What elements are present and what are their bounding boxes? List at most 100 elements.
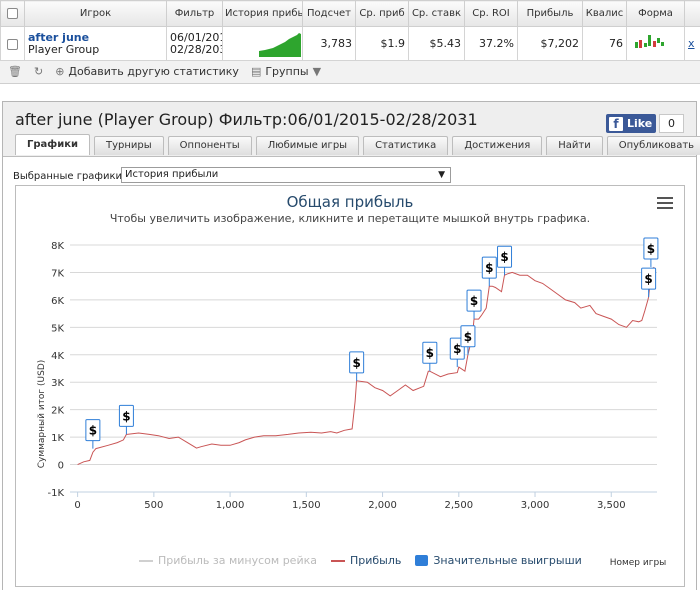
tab-publish[interactable]: Опубликовать [606,136,700,155]
col-count[interactable]: Подсчет [302,0,356,27]
tab-charts[interactable]: Графики [15,134,91,155]
groups-button[interactable]: ▤ Группы ▼ [251,65,325,78]
profit-chart[interactable]: Общая прибыль Чтобы увеличить изображени… [15,185,685,587]
svg-text:$: $ [500,250,508,264]
avg-stake-cell: $5.43 [408,26,465,61]
svg-text:$: $ [464,330,472,344]
player-cell: after june Player Group [24,26,167,61]
profit-sparkline[interactable] [223,27,303,57]
x-tick-label: 3,500 [597,500,626,511]
filter-from: 06/01/2015 [170,30,222,44]
y-tick-label: 6K [51,296,64,307]
svg-text:$: $ [644,272,652,286]
tab-bar: Графики Турниры Оппоненты Любимые игры С… [15,134,700,155]
col-qualif[interactable]: Квалис [582,0,627,27]
big-win-marker[interactable]: $ [497,245,513,276]
remove-row-link[interactable]: x [688,37,695,50]
big-win-marker[interactable]: $ [466,289,482,320]
big-win-marker[interactable]: $ [349,351,365,381]
legend-line-rake [139,559,153,562]
y-tick-label: 8K [51,241,64,252]
y-tick-label: 1K [51,433,64,444]
stats-header-row: Игрок Фильтр История прибыли Подсчет Ср.… [0,0,700,27]
legend-label-profit: Прибыль [349,554,402,567]
player-name-link[interactable]: after june [28,30,90,44]
tab-opponents[interactable]: Оппоненты [167,136,252,155]
big-win-marker[interactable]: $ [481,256,497,287]
facebook-like-count: 0 [659,114,684,133]
svg-text:$: $ [89,424,97,438]
chevron-down-icon: ▼ [312,64,322,78]
window-title: after june (Player Group) Фильтр:06/01/2… [15,110,478,129]
y-tick-label: 2K [51,406,64,417]
remove-cell: x [684,26,700,61]
groups-label: Группы [265,64,309,78]
big-win-marker[interactable]: $ [118,404,134,435]
stats-toolbar: 🗑 ↻ ⊕ Добавить другую статистику ▤ Групп… [0,59,700,83]
select-all-checkbox[interactable] [7,7,18,19]
plus-icon: ⊕ [55,64,65,78]
chart-selector-dropdown[interactable]: История прибыли ▼ [121,167,451,183]
tab-find[interactable]: Найти [546,136,603,155]
chart-plot[interactable]: -1K 0 1K 2K 3K 4K 5K 6K 7K 8K 0 500 1,000 1,500 2,000 2… [16,186,686,588]
x-tick-label: 500 [144,500,163,511]
x-tick-label: 1,000 [216,500,245,511]
y-tick-label: 7K [51,268,64,279]
select-all-header[interactable] [0,0,25,27]
legend-label-rake: Прибыль за минусом рейка [158,554,317,567]
big-win-marker[interactable]: $ [460,325,476,355]
tab-tournaments[interactable]: Турниры [94,136,164,155]
player-group: Player Group [28,42,100,56]
avg-profit-cell: $1.9 [355,26,409,61]
trash-icon[interactable]: 🗑 [8,64,22,78]
count-cell: 3,783 [302,26,356,61]
tab-favorite-games[interactable]: Любимые игры [255,136,360,155]
x-tick-label: 2,000 [368,500,397,511]
legend-item-rake[interactable]: Прибыль за минусом рейка [139,554,317,567]
svg-text:$: $ [352,356,360,370]
facebook-icon: f [609,116,623,131]
big-win-marker[interactable]: $ [422,341,438,372]
big-win-marker[interactable]: $ [643,237,659,267]
form-bars [635,35,664,48]
svg-text:$: $ [647,242,655,256]
col-avg-profit[interactable]: Ср. приб [355,0,409,27]
qualif-cell: 76 [582,26,627,61]
stats-table: Игрок Фильтр История прибыли Подсчет Ср.… [0,0,700,61]
table-row: after june Player Group 06/01/2015 02/28… [0,26,700,61]
chart-menu-icon[interactable] [657,197,673,212]
big-win-marker[interactable]: $ [641,267,657,298]
col-profit-history[interactable]: История прибыли [222,0,303,27]
add-stat-button[interactable]: ⊕ Добавить другую статистику [55,65,239,78]
facebook-like-label: Like [627,117,653,130]
filter-cell: 06/01/2015 02/28/2031 [166,26,223,61]
refresh-icon[interactable]: ↻ [33,64,44,78]
svg-text:$: $ [485,261,493,275]
x-tick-label: 3,000 [521,500,550,511]
tab-statistics[interactable]: Статистика [363,136,449,155]
groups-icon: ▤ [250,64,262,78]
y-tick-label: -1K [47,488,64,499]
row-checkbox[interactable] [7,38,18,50]
tab-achievements[interactable]: Достижения [452,136,543,155]
y-tick-label: 5K [51,323,64,334]
profit-series-line[interactable] [77,266,655,466]
legend-box-big-wins [415,555,429,566]
profit-history-cell [222,26,303,61]
col-profit[interactable]: Прибыль [517,0,583,27]
legend-label-big-wins: Значительные выигрыши [433,554,582,567]
filter-to: 02/28/2031 [170,42,222,56]
col-remove [684,0,700,27]
col-avg-stake[interactable]: Ср. ставк [408,0,465,27]
chart-selector-label: Выбранные графики: [13,171,126,182]
form-cell [626,26,685,61]
legend-item-profit[interactable]: Прибыль [330,554,402,567]
facebook-like-button[interactable]: f Like [606,114,656,133]
col-player[interactable]: Игрок [24,0,167,27]
chevron-down-icon: ▼ [438,170,445,180]
legend-item-big-wins[interactable]: Значительные выигрыши [415,554,582,567]
col-avg-roi[interactable]: Ср. ROI [464,0,518,27]
col-filter[interactable]: Фильтр [166,0,223,27]
col-form[interactable]: Форма [626,0,685,27]
big-win-marker[interactable]: $ [85,419,101,449]
